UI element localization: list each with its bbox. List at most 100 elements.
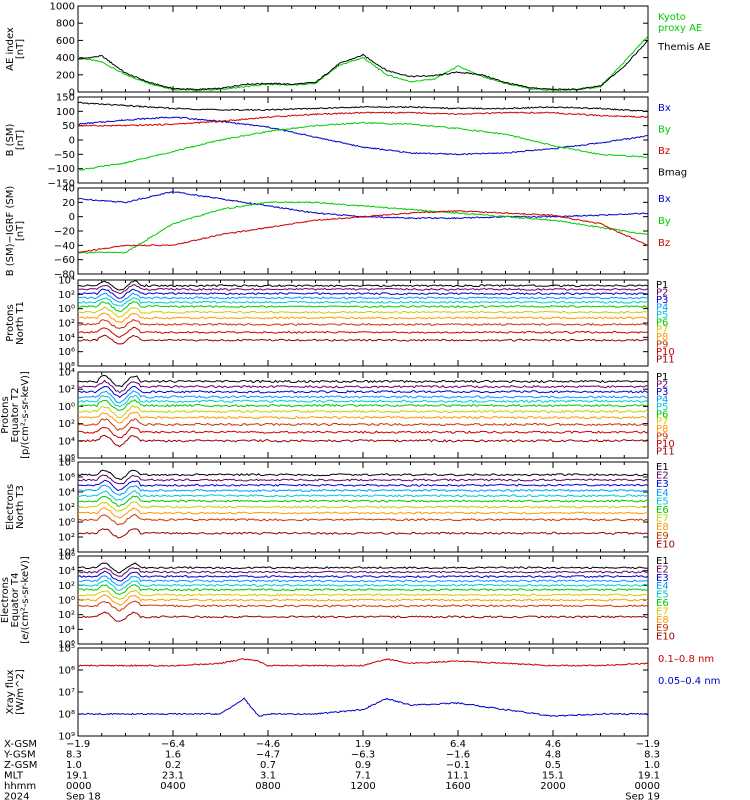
channel-line-p9 <box>77 418 649 432</box>
ephemeris-value: −1.9 <box>66 739 90 750</box>
channel-line-e6 <box>77 495 649 507</box>
panel-7: 10⁶ 10⁴ 10² 10⁰ 10² 10⁴ 10⁶ ElectronsEquator T4… <box>0 552 675 651</box>
channel-line-p6 <box>77 399 649 411</box>
y-tick-label: 10⁶ <box>58 640 75 651</box>
channel-line-p7 <box>77 306 649 318</box>
panel-4: 10⁸ 10⁶ 10⁴ 10² 10⁰ 10² 10⁴ ProtonsNorth T1 P1P2… <box>5 276 675 373</box>
channel-line-p7 <box>77 405 649 419</box>
ephemeris-value: −1.6 <box>446 750 470 761</box>
channel-line-e8 <box>78 594 649 606</box>
y-tick-label: 10⁵ <box>58 644 75 655</box>
channel-line-e7 <box>77 501 649 512</box>
y-tick-label: 10⁰ <box>58 518 75 529</box>
legend-entry: P1 <box>656 280 668 291</box>
legend-entry: E10 <box>656 632 675 643</box>
ephemeris-value: Sep 18 <box>66 792 101 800</box>
panel-frame <box>77 371 649 459</box>
y-axis-label-line: Equator T4 <box>10 573 21 628</box>
y-tick-label: 10⁴ <box>58 548 75 559</box>
legend-entry: P6 <box>656 317 668 328</box>
legend-entry: E5 <box>656 496 669 507</box>
y-axis-label-line: Electrons <box>0 577 11 623</box>
y-tick-label: 10⁴ <box>58 625 75 636</box>
ephemeris-value: 1200 <box>350 781 375 792</box>
legend-entry: P2 <box>656 287 668 298</box>
channel-line-e8 <box>77 507 649 519</box>
legend-entry: P8 <box>656 424 668 435</box>
legend-entry: P8 <box>656 332 668 343</box>
channel-line-e6 <box>77 584 649 596</box>
y-axis-label: ElectronsEquator T4[e/(cm²-s-sr-keV)] <box>0 556 31 644</box>
y-tick-label: 10⁴ <box>58 488 75 499</box>
channel-line-p11 <box>77 334 649 345</box>
channel-line-e1 <box>77 562 649 574</box>
legend-entry: E8 <box>656 522 669 533</box>
y-tick-label: 10² <box>58 290 75 301</box>
y-axis-label-line: AE index <box>5 27 16 71</box>
y-tick-label: 100 <box>56 107 75 118</box>
legend-entry: 0.05–0.4 nm <box>658 676 720 687</box>
ephemeris-row-label: MLT <box>4 771 24 782</box>
y-tick-label: 400 <box>56 53 75 64</box>
legend-entry: E6 <box>656 598 669 609</box>
y-axis-label-line: Electrons <box>5 484 16 530</box>
series-line-bz <box>77 111 649 127</box>
ephemeris-value: 0.7 <box>260 760 276 771</box>
channel-line-e3 <box>77 570 649 582</box>
y-tick-label: 10⁸ <box>58 458 75 469</box>
channel-line-e5 <box>77 489 649 501</box>
y-tick-label: 10⁸ <box>58 710 75 721</box>
y-tick-label: 10⁶ <box>58 552 75 563</box>
y-tick-label: 0 <box>69 212 75 223</box>
y-tick-label: 150 <box>56 93 75 104</box>
channel-line-e10 <box>77 528 649 539</box>
legend-entry: E9 <box>656 623 669 634</box>
y-tick-label: −100 <box>48 164 75 175</box>
panel-2: −150 −100 −50 0 50 100 150 B (SM)[nT] Bx By Bz Bmag <box>5 93 687 190</box>
y-axis-label: ProtonsEquator T2[p/(cm²-s-sr-keV)] <box>0 371 31 459</box>
y-tick-label: 10⁴ <box>58 368 75 379</box>
ephemeris-row-label: X-GSM <box>4 739 37 750</box>
ephemeris-value: Sep 19 <box>625 792 660 800</box>
legend-entry: P4 <box>656 394 668 405</box>
series-line-themis-ae <box>77 39 649 91</box>
channel-line-p4 <box>77 292 649 303</box>
ephemeris-value: 1.6 <box>165 750 181 761</box>
ephemeris-row-label: hhmm <box>4 781 36 792</box>
legend-entry: P10 <box>656 439 675 450</box>
panel-frame <box>77 5 649 93</box>
ephemeris-value: 1600 <box>445 781 470 792</box>
legend-entry: P7 <box>656 325 668 336</box>
series-line-0-05-0-4-nm <box>77 697 649 718</box>
y-tick-label: 10⁸ <box>58 362 75 373</box>
series-line-by <box>77 121 649 171</box>
ephemeris-value: 1.0 <box>66 760 82 771</box>
legend-entry: E1 <box>656 462 669 473</box>
channel-line-e10 <box>77 611 649 622</box>
ephemeris-value: −4.6 <box>256 739 280 750</box>
legend-entry: P6 <box>656 409 668 420</box>
y-tick-label: −50 <box>54 150 75 161</box>
legend-entry: P1 <box>656 372 668 383</box>
y-tick-label: −40 <box>54 241 75 252</box>
legend-entry: P9 <box>656 432 668 443</box>
y-tick-label: 10⁴ <box>58 276 75 287</box>
y-axis-label-line: [p/(cm²-s-sr-keV)] <box>20 371 31 459</box>
y-tick-label: 50 <box>62 121 75 132</box>
legend-entry: By <box>658 216 671 227</box>
legend-entry: Bmag <box>658 168 687 179</box>
legend-entry: Kyoto <box>658 12 686 23</box>
channel-line-p10 <box>78 426 649 439</box>
y-axis-label-line: B (SM) <box>5 123 16 156</box>
y-axis-label: B (SM)−IGRF (SM)[nT] <box>5 186 26 277</box>
channel-line-p4 <box>77 390 649 404</box>
y-tick-label: 40 <box>62 184 75 195</box>
channel-line-e3 <box>77 479 649 491</box>
legend-entry: E3 <box>656 573 669 584</box>
legend-entry: P2 <box>656 379 668 390</box>
y-tick-label: 10⁴ <box>58 436 75 447</box>
y-tick-label: 10² <box>58 610 75 621</box>
ephemeris-value: 0.2 <box>165 760 181 771</box>
y-tick-label: 10⁶ <box>58 347 75 358</box>
